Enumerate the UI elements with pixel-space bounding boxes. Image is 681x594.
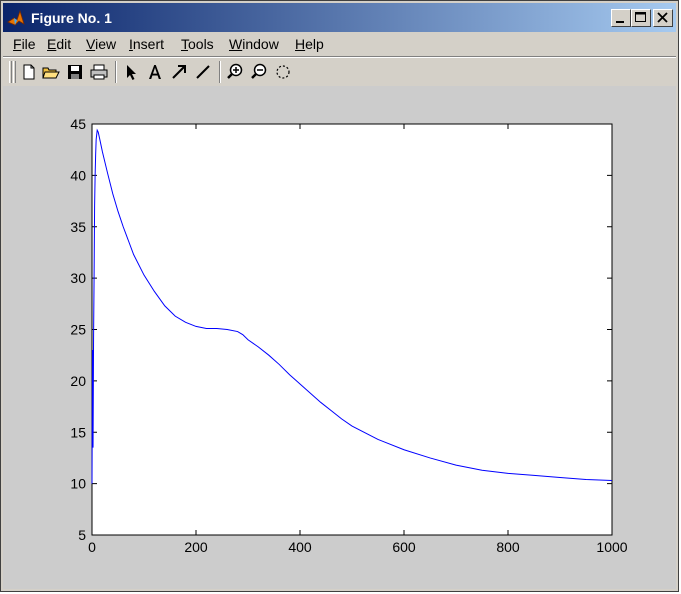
rotate-3d-icon <box>276 65 290 79</box>
matlab-logo-icon <box>7 9 25 27</box>
insert-text-icon <box>149 65 161 79</box>
menu-bar: File Edit View Insert Tools Window Help <box>3 32 676 56</box>
axes-box[interactable] <box>91 123 613 536</box>
insert-line-button[interactable] <box>193 62 213 82</box>
save-button[interactable] <box>65 62 85 82</box>
print-button[interactable] <box>89 62 109 82</box>
new-file-button[interactable] <box>19 62 39 82</box>
rotate-3d-button[interactable] <box>273 62 293 82</box>
menu-edit[interactable]: Edit <box>47 36 72 52</box>
y-tick-label: 25 <box>70 322 86 338</box>
toolbar-grip-2[interactable] <box>13 61 16 83</box>
y-tick-label: 45 <box>70 116 86 132</box>
toolbar-separator-2 <box>219 61 221 83</box>
toolbar-grip[interactable] <box>9 61 12 83</box>
close-icon <box>657 12 668 23</box>
menu-view[interactable]: View <box>86 36 117 52</box>
x-tick-label: 200 <box>184 539 208 555</box>
open-folder-icon <box>42 67 60 79</box>
y-tick-label: 20 <box>70 373 86 389</box>
x-tick-label: 0 <box>88 539 96 555</box>
x-axis: 0 200 400 600 800 1000 <box>88 124 628 555</box>
figure-canvas[interactable]: 0 200 400 600 800 1000 5 10 15 20 25 30 35 40 45 <box>3 86 676 589</box>
menu-window[interactable]: Window <box>229 36 279 52</box>
x-tick-label: 800 <box>496 539 520 555</box>
x-tick-label: 600 <box>392 539 416 555</box>
menu-tools[interactable]: Tools <box>181 36 214 52</box>
zoom-out-icon <box>251 63 267 79</box>
menu-insert[interactable]: Insert <box>129 36 165 52</box>
new-file-icon <box>23 64 35 80</box>
figure-toolbar <box>3 58 676 86</box>
menu-separator <box>3 56 676 58</box>
y-axis: 5 10 15 20 25 30 35 40 45 <box>70 116 612 543</box>
y-tick-label: 35 <box>70 219 86 235</box>
minimize-button[interactable] <box>611 9 631 27</box>
plot-area: 0 200 400 600 800 1000 5 10 15 20 25 30 35 40 45 <box>70 116 628 555</box>
y-tick-label: 30 <box>70 270 86 286</box>
close-button[interactable] <box>653 9 673 27</box>
menu-file[interactable]: File <box>13 36 36 52</box>
data-line <box>91 128 613 484</box>
y-tick-label: 5 <box>78 527 86 543</box>
save-icon <box>68 65 82 79</box>
maximize-button[interactable] <box>631 9 651 27</box>
y-tick-label: 10 <box>70 476 86 492</box>
y-tick-label: 40 <box>70 167 86 183</box>
zoom-in-button[interactable] <box>225 62 245 82</box>
y-tick-label: 15 <box>70 424 86 440</box>
select-button[interactable] <box>121 62 141 82</box>
insert-line-icon <box>196 65 210 79</box>
insert-arrow-button[interactable] <box>169 62 189 82</box>
window-title: Figure No. 1 <box>31 10 112 26</box>
x-tick-label: 400 <box>288 539 312 555</box>
zoom-out-button[interactable] <box>249 62 269 82</box>
menu-help[interactable]: Help <box>295 36 324 52</box>
insert-text-button[interactable] <box>145 62 165 82</box>
open-file-button[interactable] <box>41 62 61 82</box>
select-arrow-icon <box>127 65 136 80</box>
minimize-icon <box>616 21 624 23</box>
print-icon <box>90 64 108 80</box>
zoom-in-icon <box>227 63 243 79</box>
x-tick-label: 1000 <box>596 539 627 555</box>
title-bar[interactable]: Figure No. 1 <box>3 3 676 32</box>
toolbar-separator <box>115 61 117 83</box>
maximize-icon <box>635 12 646 22</box>
insert-arrow-icon <box>172 65 186 79</box>
